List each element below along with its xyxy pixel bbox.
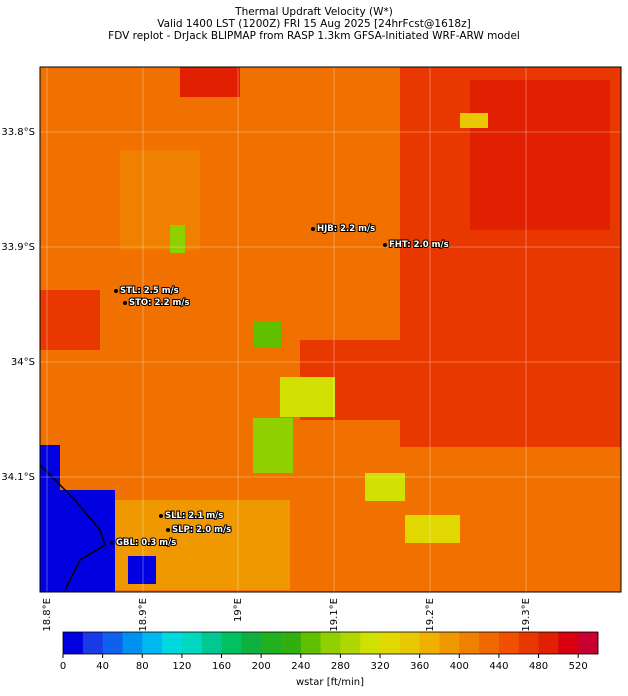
- map-field: [180, 67, 240, 97]
- colorbar-segment: [102, 632, 123, 654]
- colorbar-tick-label: 440: [489, 661, 508, 672]
- map-field: [40, 490, 115, 592]
- station-dot: [383, 243, 387, 247]
- lat-label: 34.1°S: [1, 472, 35, 483]
- colorbar-segment: [162, 632, 183, 654]
- lat-label: 33.9°S: [1, 242, 35, 253]
- map-field: [128, 556, 156, 584]
- colorbar-label: wstar [ft/min]: [296, 677, 364, 688]
- station-dot: [114, 289, 118, 293]
- map-field: [280, 377, 335, 417]
- station-label: SLL: 2.1 m/s: [165, 511, 223, 521]
- colorbar-tick-label: 360: [410, 661, 429, 672]
- colorbar-segment: [498, 632, 520, 654]
- graticule: [40, 67, 621, 592]
- map-field: [40, 290, 100, 350]
- colorbar-segment: [320, 632, 341, 654]
- station-dot: [159, 514, 163, 518]
- colorbar-segment: [142, 632, 163, 654]
- colorbar-tick-label: 240: [291, 661, 310, 672]
- colorbar-frame: [62, 631, 599, 655]
- colorbar-segment: [479, 632, 500, 654]
- lat-labels: 33.8°S 33.9°S 34°S 34.1°S: [1, 127, 35, 483]
- colorbar-segment: [300, 632, 321, 654]
- colorbar-tick-label: 160: [212, 661, 231, 672]
- colorbar-segment: [122, 632, 143, 654]
- colorbar-segment: [221, 632, 242, 654]
- map-field: [40, 445, 60, 495]
- colorbar-segment: [241, 632, 262, 654]
- map-field: [253, 322, 281, 347]
- colorbar: 0 40 80 120 160 200 240 280 320 360 400 440 480 520: [60, 631, 599, 672]
- lon-label: 19.3°E: [521, 598, 532, 632]
- station-label: STO: 2.2 m/s: [129, 298, 190, 308]
- colorbar-segment: [538, 632, 559, 654]
- colorbar-segment: [340, 632, 361, 654]
- colorbar-tick-label: 0: [60, 661, 66, 672]
- map-field: [170, 225, 185, 253]
- map-field: [470, 80, 610, 230]
- colorbar-segment: [360, 632, 381, 654]
- colorbar-tick-label: 200: [252, 661, 271, 672]
- map-field: [405, 515, 460, 543]
- map-field: [460, 113, 488, 128]
- map: [39, 66, 622, 593]
- colorbar-tick-label: 520: [569, 661, 588, 672]
- map-field: [90, 500, 290, 590]
- station-label: FHT: 2.0 m/s: [389, 240, 449, 250]
- colorbar-segment: [399, 632, 421, 654]
- station-label: STL: 2.5 m/s: [120, 286, 179, 296]
- station-label: GBL: 0.3 m/s: [116, 538, 176, 548]
- colorbar-segment: [261, 632, 282, 654]
- title-line: FDV replot - DrJack BLIPMAP from RASP 1.…: [108, 30, 520, 42]
- title-line: Thermal Updraft Velocity (W*): [234, 6, 393, 18]
- colorbar-segment: [201, 632, 222, 654]
- map-field: [365, 473, 405, 501]
- colorbar-segment: [82, 632, 104, 654]
- station-label: HJB: 2.2 m/s: [317, 224, 375, 234]
- colorbar-segment: [518, 632, 539, 654]
- map-field: [253, 418, 293, 473]
- colorbar-tick-label: 120: [172, 661, 191, 672]
- map-field: [120, 150, 200, 250]
- stations: STL: 2.5 m/s STO: 2.2 m/s HJB: 2.2 m/s FHT:…: [110, 223, 450, 549]
- station-dot: [110, 541, 114, 545]
- colorbar-segment: [181, 632, 203, 654]
- colorbar-segment: [459, 632, 480, 654]
- colorbar-tick-label: 40: [96, 661, 109, 672]
- lon-label: 19°E: [233, 598, 244, 622]
- map-frame: [39, 66, 622, 593]
- colorbar-segment: [439, 632, 460, 654]
- lat-label: 33.8°S: [1, 127, 35, 138]
- lon-labels: 18.8°E 18.9°E 19°E 19.1°E 19.2°E 19.3°E: [42, 598, 532, 632]
- coastline: [39, 464, 106, 591]
- colorbar-segment: [419, 632, 440, 654]
- colorbar-segment: [380, 632, 401, 654]
- colorbar-tick-label: 80: [136, 661, 149, 672]
- colorbar-tick-label: 320: [370, 661, 389, 672]
- lon-label: 19.2°E: [425, 598, 436, 632]
- lat-label: 34°S: [11, 357, 35, 368]
- lon-label: 18.9°E: [138, 598, 149, 632]
- station-label: SLP: 2.0 m/s: [172, 525, 231, 535]
- colorbar-segment: [63, 632, 84, 654]
- lon-label: 19.1°E: [329, 598, 340, 632]
- colorbar-segment: [280, 632, 302, 654]
- colorbar-tick-label: 480: [529, 661, 548, 672]
- station-dot: [311, 227, 315, 231]
- station-dot: [166, 528, 170, 532]
- lon-label: 18.8°E: [42, 598, 53, 632]
- colorbar-tick-label: 400: [450, 661, 469, 672]
- colorbar-segment: [558, 632, 579, 654]
- colorbar-segment: [578, 632, 599, 654]
- title-line: Valid 1400 LST (1200Z) FRI 15 Aug 2025 […: [157, 18, 470, 30]
- station-dot: [123, 301, 127, 305]
- colorbar-tick-label: 280: [331, 661, 350, 672]
